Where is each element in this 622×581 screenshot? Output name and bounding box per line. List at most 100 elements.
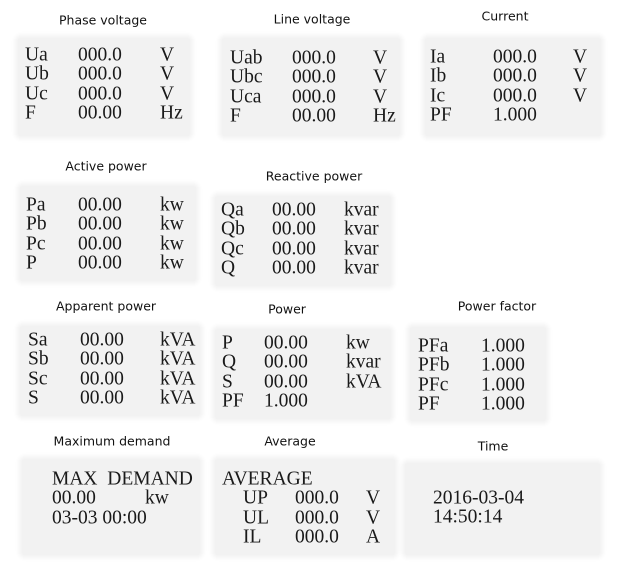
panel-title: Time — [477, 438, 509, 454]
display-panel — [20, 186, 196, 281]
panel-title: Current — [481, 8, 529, 24]
reading-value: V — [160, 63, 175, 85]
display-panel — [22, 459, 200, 555]
panel-title: Power factor — [457, 298, 537, 314]
reading-label: AVERAGE — [222, 468, 313, 490]
reading-value: 1.000 — [481, 393, 525, 415]
reading-value: kw — [160, 252, 184, 274]
reading-label: Ic — [430, 84, 446, 106]
reading-label: Q — [222, 351, 237, 373]
reading-label: Ia — [430, 46, 446, 68]
reading-label: Pa — [26, 194, 46, 216]
reading-value: 000.0 — [295, 506, 339, 528]
reading-label: S — [222, 370, 233, 392]
reading-value: V — [366, 487, 381, 509]
reading-value: V — [373, 85, 388, 107]
panel-title: Reactive power — [265, 168, 363, 184]
reading-label: Pc — [26, 232, 46, 254]
display-panel — [425, 38, 601, 136]
reading-value: 00.00 — [264, 351, 308, 373]
reading-value: Hz — [373, 105, 396, 127]
panel-title: Active power — [65, 158, 147, 174]
reading-label: Uca — [230, 85, 262, 107]
reading-label: UP — [243, 487, 268, 509]
reading-value: 00.00 — [78, 102, 122, 124]
reading-value: 00.00 — [80, 348, 124, 370]
reading-value: A — [366, 526, 381, 548]
reading-value: 00.00 — [272, 218, 316, 240]
reading-value: kw — [346, 332, 370, 354]
reading-value: 000.0 — [78, 44, 122, 66]
panel-title: Average — [264, 433, 316, 449]
reading-label: P — [222, 332, 233, 354]
reading-label: S — [28, 387, 39, 409]
reading-label: Sb — [28, 348, 49, 370]
reading-value: 00.00 — [80, 387, 124, 409]
reading-value: V — [373, 66, 388, 88]
reading-label: Uab — [230, 47, 263, 69]
display-panel — [222, 38, 400, 136]
reading-value: kVA — [346, 370, 382, 392]
reading-label: PFb — [418, 354, 450, 376]
reading-label: Qa — [221, 199, 244, 221]
reading-label: 2016-03-04 — [433, 487, 524, 509]
reading-label: IL — [243, 526, 262, 548]
reading-value: 000.0 — [295, 487, 339, 509]
reading-value: 00.00 — [78, 213, 122, 235]
reading-label: Sc — [28, 367, 48, 389]
panel-title: Phase voltage — [58, 12, 148, 28]
reading-value: kw — [160, 194, 184, 216]
reading-label: Uc — [25, 82, 48, 104]
reading-label: Pb — [26, 213, 47, 235]
reading-value: V — [160, 82, 175, 104]
reading-label: MAX DEMAND — [52, 468, 193, 490]
reading-label: Q — [221, 257, 236, 279]
reading-value: 000.0 — [295, 526, 339, 548]
reading-value: kvar — [344, 257, 379, 279]
panel-title: Maximum demand — [53, 433, 171, 449]
reading-label: PFc — [418, 373, 449, 395]
reading-label: F — [25, 102, 36, 124]
reading-value: 000.0 — [493, 46, 537, 68]
reading-label: Sa — [28, 329, 48, 351]
reading-value: 1.000 — [264, 390, 308, 412]
display-panel — [215, 329, 391, 419]
reading-value: 000.0 — [292, 85, 336, 107]
display-panel — [405, 463, 600, 555]
reading-label: F — [230, 105, 241, 127]
reading-value: 00.00 — [272, 237, 316, 259]
reading-value: 00.00 — [80, 329, 124, 351]
reading-value: 00.00 — [78, 252, 122, 274]
reading-value: 00.00 — [272, 257, 316, 279]
reading-value: 000.0 — [78, 82, 122, 104]
reading-value: 000.0 — [493, 65, 537, 87]
reading-value: V — [573, 65, 588, 87]
display-panel — [215, 196, 391, 286]
reading-label: Qb — [221, 218, 245, 240]
panel-title: Line voltage — [273, 11, 351, 27]
reading-label: P — [26, 252, 37, 274]
reading-value: V — [573, 84, 588, 106]
reading-value: 00.00 — [272, 199, 316, 221]
display-panel — [20, 326, 200, 416]
panel-title: Power — [268, 301, 306, 317]
reading-label: 14:50:14 — [433, 506, 503, 528]
reading-value: kVA — [160, 367, 196, 389]
reading-label: PF — [430, 104, 452, 126]
reading-value: kvar — [346, 351, 381, 373]
reading-label: PF — [418, 393, 440, 415]
reading-value: 1.000 — [481, 335, 525, 357]
display-panel — [18, 38, 190, 136]
reading-value: kVA — [160, 387, 196, 409]
reading-value: kw — [160, 213, 184, 235]
reading-value: 00.00 — [292, 105, 336, 127]
reading-label: Ubc — [230, 66, 263, 88]
display-panel — [410, 327, 546, 421]
reading-label: Ub — [25, 63, 49, 85]
reading-label: Qc — [221, 237, 244, 259]
reading-value: 00.00 — [264, 370, 308, 392]
reading-label: Ib — [430, 65, 447, 87]
reading-label: Ua — [25, 44, 48, 66]
panel-title: Apparent power — [55, 298, 157, 314]
reading-value: 1.000 — [481, 373, 525, 395]
